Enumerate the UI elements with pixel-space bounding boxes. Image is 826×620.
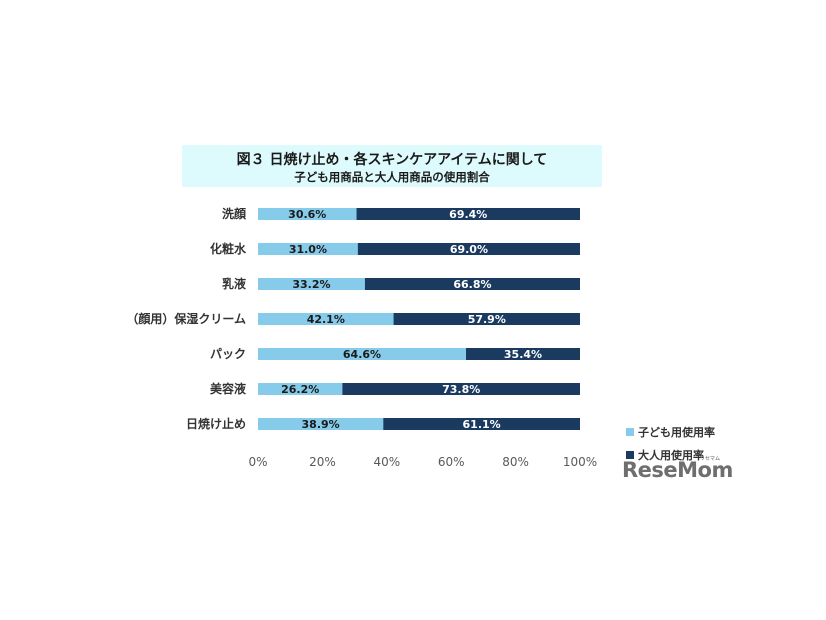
chart-subtitle: 子ども用商品と大人用商品の使用割合 (294, 170, 490, 184)
data-label: 73.8% (442, 383, 480, 396)
data-label: 66.8% (453, 278, 491, 291)
legend-swatch-adult (626, 451, 634, 459)
legend-item-child: 子ども用使用率 (626, 424, 715, 440)
data-label: 69.0% (450, 243, 488, 256)
bar-segment (258, 278, 365, 290)
legend-label-adult: 大人用使用率 (638, 449, 704, 462)
x-tick-label: 20% (309, 455, 336, 469)
resemom-logo: ReseMom (622, 458, 733, 482)
bar-segment (258, 243, 358, 255)
bar-segment (364, 278, 580, 290)
category-label: 美容液 (210, 381, 246, 396)
data-label: 31.0% (289, 243, 327, 256)
bar-segment (393, 313, 580, 325)
legend-swatch-child (626, 428, 634, 436)
category-label: 洗顔 (222, 206, 247, 221)
data-label: 64.6% (343, 348, 381, 361)
data-label: 33.2% (292, 278, 330, 291)
data-label: 35.4% (504, 348, 542, 361)
category-label: 化粧水 (210, 241, 247, 256)
resemom-kana: リセマム (700, 456, 721, 462)
x-tick-label: 40% (373, 455, 400, 469)
bar-segment (383, 418, 580, 430)
data-label: 38.9% (302, 418, 340, 431)
bar-segment (258, 383, 343, 395)
data-label: 42.1% (307, 313, 345, 326)
chart-title: 図３ 日焼け止め・各スキンケアアイテムに関して (236, 152, 548, 168)
legend-item-adult: 大人用使用率 (626, 447, 704, 463)
category-label: （顔用）保湿クリーム (126, 311, 246, 326)
category-label: 日焼け止め (186, 416, 246, 431)
bar-segment (258, 418, 384, 430)
category-label: パック (210, 347, 246, 361)
bar-segment (258, 208, 357, 220)
data-label: 57.9% (468, 313, 506, 326)
bar-segment (258, 348, 467, 360)
bar-segment (466, 348, 580, 360)
category-label: 乳液 (222, 276, 246, 291)
data-label: 26.2% (281, 383, 319, 396)
bar-segment (357, 243, 580, 255)
legend-label-child: 子ども用使用率 (638, 426, 715, 439)
bar-segment (356, 208, 580, 220)
data-label: 69.4% (449, 208, 487, 221)
x-tick-label: 80% (502, 455, 529, 469)
bar-segment (258, 313, 394, 325)
data-label: 61.1% (463, 418, 501, 431)
x-tick-label: 60% (438, 455, 465, 469)
x-tick-label: 0% (248, 455, 267, 469)
bar-segment (342, 383, 580, 395)
chart-title-box: 図３ 日焼け止め・各スキンケアアイテムに関して 子ども用商品と大人用商品の使用割… (182, 145, 602, 187)
data-label: 30.6% (288, 208, 326, 221)
x-tick-label: 100% (563, 455, 597, 469)
